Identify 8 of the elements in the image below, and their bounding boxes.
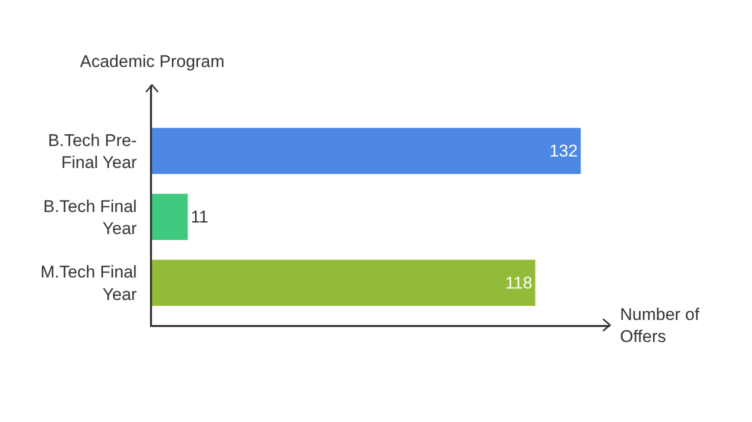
x-axis-title: Number of Offers [620, 305, 700, 346]
y-tick-label: M.Tech Final Year [40, 262, 138, 304]
data-label: 132 [549, 141, 578, 160]
y-tick-label: B.Tech Pre-Final Year [48, 130, 138, 172]
y-axis-title: Academic Program [80, 52, 225, 71]
y-tick-label: B.Tech Final Year [43, 196, 138, 238]
data-label: 118 [505, 273, 532, 292]
data-label: 11 [190, 207, 208, 226]
